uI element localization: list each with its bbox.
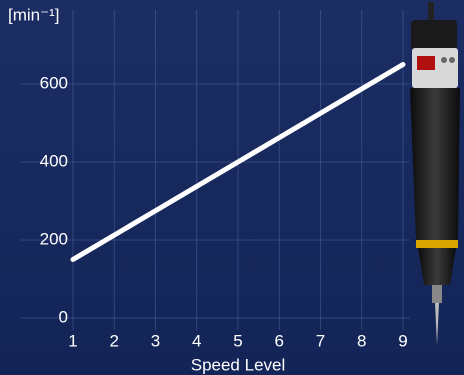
x-tick-label: 2 [110, 331, 119, 350]
tool-ring [416, 240, 458, 248]
y-axis-label: [min⁻¹] [8, 5, 59, 24]
screwdriver-illustration [410, 2, 460, 345]
y-tick-label: 600 [40, 73, 68, 92]
x-tick-label: 1 [68, 331, 77, 350]
x-tick-label: 8 [357, 331, 366, 350]
x-tick-label: 6 [275, 331, 284, 350]
y-tick-label: 0 [59, 307, 68, 326]
x-tick-label: 5 [233, 331, 242, 350]
x-tick-label: 7 [316, 331, 325, 350]
bit [435, 303, 439, 345]
data-line [70, 62, 406, 262]
plot-area: 0 200 400 600 1 2 3 4 5 6 7 8 9 [20, 10, 410, 350]
x-tick-label: 3 [151, 331, 160, 350]
tool-nose [418, 248, 456, 285]
button [449, 57, 455, 63]
x-tick-label: 4 [192, 331, 201, 350]
chuck [432, 285, 442, 303]
x-axis-label: Speed Level [191, 355, 286, 374]
y-tick-label: 200 [40, 229, 68, 248]
display [417, 56, 435, 70]
button [441, 57, 447, 63]
cable [428, 2, 434, 22]
x-tick-label: 9 [398, 331, 407, 350]
tool-body [410, 88, 460, 240]
y-tick-label: 400 [40, 151, 68, 170]
tool-head [411, 20, 457, 50]
